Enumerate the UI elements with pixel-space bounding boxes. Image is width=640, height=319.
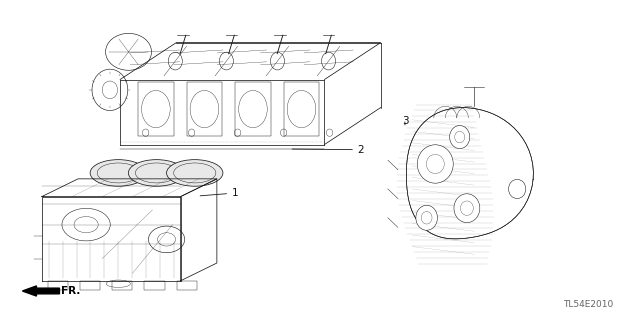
Ellipse shape: [417, 145, 453, 183]
FancyArrow shape: [22, 286, 60, 296]
Polygon shape: [406, 108, 533, 239]
Ellipse shape: [509, 179, 526, 198]
Text: FR.: FR.: [61, 286, 81, 296]
Ellipse shape: [416, 205, 437, 230]
Text: 3: 3: [402, 116, 408, 126]
Text: TL54E2010: TL54E2010: [563, 300, 614, 309]
Text: 1: 1: [232, 189, 239, 198]
Ellipse shape: [450, 126, 470, 149]
Ellipse shape: [129, 160, 185, 186]
Text: 2: 2: [357, 145, 364, 155]
Ellipse shape: [90, 160, 147, 186]
Ellipse shape: [454, 194, 480, 223]
Ellipse shape: [166, 160, 223, 186]
